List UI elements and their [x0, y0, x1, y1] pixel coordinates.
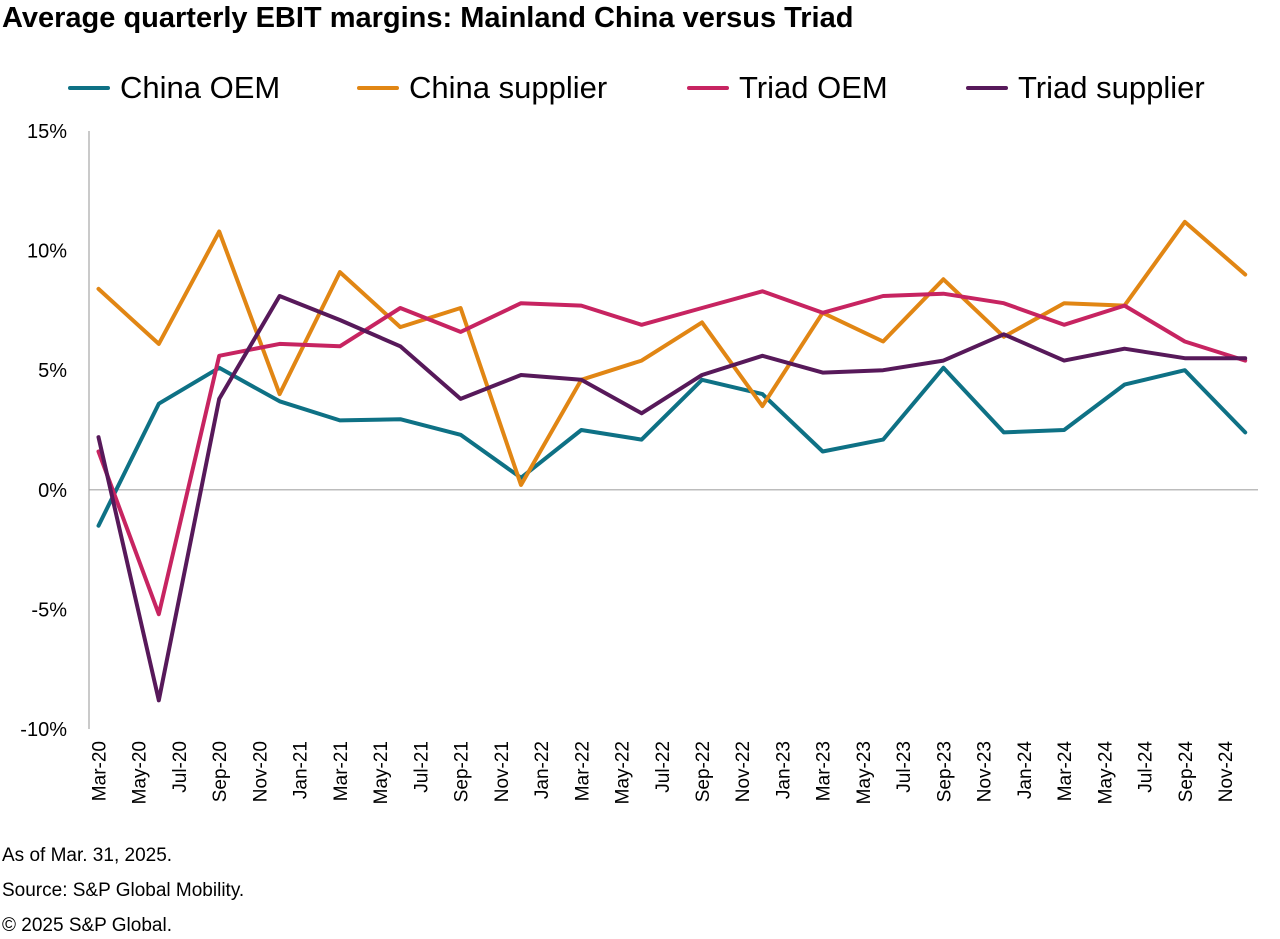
legend-swatch-triad-supplier [966, 86, 1008, 90]
x-tick-label: Jul-20 [170, 741, 191, 793]
x-tick-label: Mar-21 [331, 741, 352, 801]
legend-item-triad-supplier: Triad supplier [966, 66, 1205, 110]
y-tick-label: 5% [38, 360, 67, 382]
note-as-of: As of Mar. 31, 2025. [2, 845, 173, 866]
legend-item-china-supplier: China supplier [357, 66, 607, 110]
x-tick-label: Mar-22 [572, 741, 593, 801]
x-tick-label: Jan-24 [1015, 741, 1036, 800]
legend-label-triad-oem: Triad OEM [739, 70, 888, 105]
legend-item-china-oem: China OEM [68, 66, 280, 110]
x-tick-label: Sep-23 [934, 741, 955, 802]
y-tick-label: -10% [20, 719, 67, 741]
x-tick-label: Nov-20 [250, 741, 271, 802]
y-tick-label: -5% [31, 599, 67, 621]
y-tick-label: 0% [38, 480, 67, 502]
legend-swatch-triad-oem [687, 86, 729, 90]
x-tick-label: Jul-24 [1136, 741, 1157, 793]
series-line-triad-supplier [96, 294, 1248, 703]
x-tick-label: Sep-20 [210, 741, 231, 802]
x-tick-label: Jan-22 [532, 741, 553, 799]
chart-legend: China OEM China supplier Triad OEM Triad… [0, 66, 1280, 110]
legend-label-china-oem: China OEM [120, 70, 281, 105]
x-tick-label: Mar-23 [814, 741, 835, 801]
y-tick-label: 10% [27, 241, 67, 263]
x-tick-label: May-20 [130, 741, 151, 804]
note-copyright: © 2025 S&P Global. [2, 915, 172, 936]
series-line-china-supplier [96, 219, 1248, 487]
x-tick-label: Mar-20 [90, 741, 111, 801]
x-tick-label: Jul-22 [653, 741, 674, 793]
x-tick-label: May-23 [854, 741, 875, 804]
chart-title: Average quarterly EBIT margins: Mainland… [2, 2, 854, 34]
x-tick-label: May-24 [1095, 741, 1116, 805]
x-tick-label: May-21 [371, 741, 392, 804]
x-tick-label: Nov-21 [492, 741, 513, 802]
x-tick-label: Sep-24 [1176, 741, 1197, 803]
legend-swatch-china-oem [68, 86, 110, 90]
x-tick-label: May-22 [613, 741, 634, 804]
legend-swatch-china-supplier [357, 86, 399, 90]
x-tick-label: Jul-23 [894, 741, 915, 793]
x-tick-label: Sep-21 [452, 741, 473, 802]
x-tick-label: Jan-23 [773, 741, 794, 799]
note-source: Source: S&P Global Mobility. [2, 880, 245, 901]
x-tick-label: Mar-24 [1055, 741, 1076, 802]
legend-item-triad-oem: Triad OEM [687, 66, 888, 110]
x-tick-label: Nov-24 [1216, 741, 1237, 803]
series-line-triad-oem [96, 289, 1248, 617]
x-tick-label: Jul-21 [411, 741, 432, 793]
x-tick-label: Nov-22 [733, 741, 754, 802]
y-tick-label: 15% [27, 121, 67, 143]
x-tick-label: Jan-21 [291, 741, 312, 799]
series-line-china-oem [96, 365, 1248, 528]
x-tick-label: Nov-23 [975, 741, 996, 802]
legend-label-triad-supplier: Triad supplier [1018, 70, 1205, 105]
x-tick-label: Sep-22 [693, 741, 714, 802]
legend-label-china-supplier: China supplier [409, 70, 608, 105]
